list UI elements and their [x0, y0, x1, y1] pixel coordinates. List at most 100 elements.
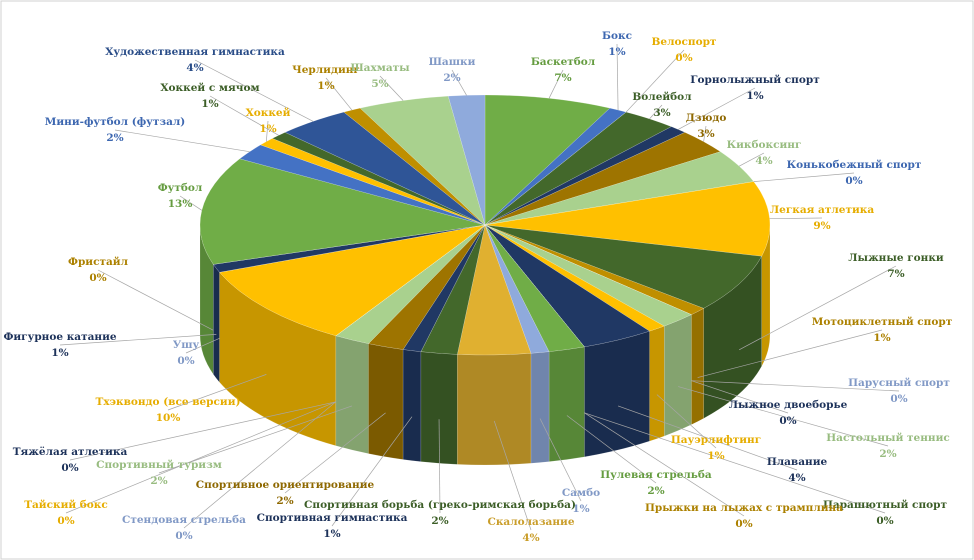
slice — [484, 224, 665, 332]
labels: Баскетбол 7% Бокс 1% Велоспорт 0% Волейбол 3% Го… — [3, 30, 952, 544]
label-name: Лыжное двоеборье — [729, 399, 848, 411]
label-value: 0% — [735, 518, 752, 530]
label-name: Спортивная гимнастика — [257, 512, 408, 524]
leader-line — [114, 129, 250, 153]
leader-line — [649, 104, 663, 120]
label-name: Пауэрлифтинг — [671, 434, 761, 446]
label-value: 7% — [554, 72, 571, 84]
leader-line — [185, 337, 220, 354]
leader-line — [616, 43, 619, 111]
slice — [484, 126, 686, 226]
leader-line — [179, 195, 203, 211]
label-name: Черлидинг — [292, 64, 360, 76]
label-value: 1% — [608, 46, 625, 58]
leader-line — [691, 380, 789, 414]
label-name: Баскетбол — [531, 56, 596, 68]
leader-line — [65, 401, 337, 514]
leader-line — [584, 412, 745, 517]
label-name: Хоккей с мячом — [160, 82, 259, 94]
leader-line — [753, 172, 855, 182]
label-value: 2% — [431, 515, 448, 527]
label-value: 5% — [371, 78, 388, 90]
label-value: 1% — [746, 90, 763, 102]
label-name: Фигурное катание — [3, 331, 116, 343]
label-name: Шашки — [429, 56, 476, 68]
label-value: 0% — [175, 530, 192, 542]
label-value: 0% — [779, 415, 796, 427]
label-value: 3% — [697, 128, 714, 140]
label-name: Фристайл — [68, 256, 129, 268]
slice-side — [548, 346, 585, 462]
label-name: Прыжки на лыжах с трамплина — [645, 502, 843, 514]
leader-line — [183, 401, 337, 529]
label-value: 4% — [788, 472, 805, 484]
label-name: Спортивная борьба (греко-римская борьба) — [304, 499, 576, 511]
label-value: 2% — [276, 495, 293, 507]
label-name: Ушу — [173, 339, 200, 351]
label-name: Горнолыжный спорт — [690, 74, 820, 86]
label-value: 2% — [647, 485, 664, 497]
slice-side — [584, 330, 650, 458]
label-value: 1% — [572, 503, 589, 515]
leader-line — [167, 374, 267, 411]
leader-line — [265, 120, 269, 142]
leader-line — [194, 59, 314, 122]
slice — [457, 224, 532, 356]
slice — [368, 224, 486, 350]
leader-line — [438, 419, 441, 514]
label-value: 1% — [51, 347, 68, 359]
slice-side — [530, 351, 550, 464]
leader-line — [691, 380, 900, 392]
label-name: Бокс — [602, 30, 632, 42]
label-value: 0% — [61, 462, 78, 474]
slice — [484, 224, 651, 348]
slice — [420, 224, 486, 355]
label-value: 1% — [259, 123, 276, 135]
leader-line — [539, 418, 582, 502]
label-value: 0% — [89, 272, 106, 284]
label-name: Легкая атлетика — [770, 204, 874, 216]
label-name: Мотоциклетный спорт — [812, 316, 953, 328]
label-name: Стендовая стрельба — [122, 514, 246, 526]
label-name: Лыжные гонки — [848, 252, 944, 264]
leader-line — [625, 49, 685, 113]
leader-line — [617, 405, 798, 471]
slice — [219, 224, 486, 273]
label-value: 0% — [876, 515, 893, 527]
label-value: 4% — [522, 532, 539, 544]
label-name: Дзюдо — [686, 112, 727, 124]
label-name: Настольный теннис — [826, 432, 950, 444]
leader-line — [566, 415, 657, 484]
leader-line — [584, 412, 886, 514]
leader-line — [59, 334, 217, 346]
leader-line — [209, 95, 279, 136]
slice — [239, 144, 486, 226]
label-value: 1% — [201, 98, 218, 110]
label-name: Волейбол — [632, 91, 692, 103]
slice — [219, 224, 486, 337]
leader-line — [656, 394, 717, 449]
label-name: Футбол — [158, 182, 203, 194]
slice — [212, 224, 486, 273]
label-value: 2% — [879, 448, 896, 460]
slice — [484, 224, 585, 352]
slice-side — [213, 263, 220, 383]
label-value: 10% — [156, 412, 181, 424]
slice — [484, 132, 721, 226]
label-value: 9% — [813, 220, 830, 232]
slice-side — [457, 353, 532, 466]
label-name: Парашютный спорт — [823, 499, 947, 511]
label-value: 4% — [755, 155, 772, 167]
label-name: Скалолазание — [487, 516, 574, 528]
slice — [271, 132, 486, 226]
label-name: Конькобежный спорт — [787, 159, 922, 171]
leader-line — [738, 265, 897, 351]
label-value: 0% — [177, 355, 194, 367]
label-value: 0% — [675, 52, 692, 64]
label-value: 3% — [653, 107, 670, 119]
leader-line — [331, 416, 413, 527]
label-value: 2% — [443, 72, 460, 84]
label-name: Художественная гимнастика — [105, 46, 285, 58]
slice — [335, 224, 486, 344]
slice-side — [649, 325, 665, 442]
